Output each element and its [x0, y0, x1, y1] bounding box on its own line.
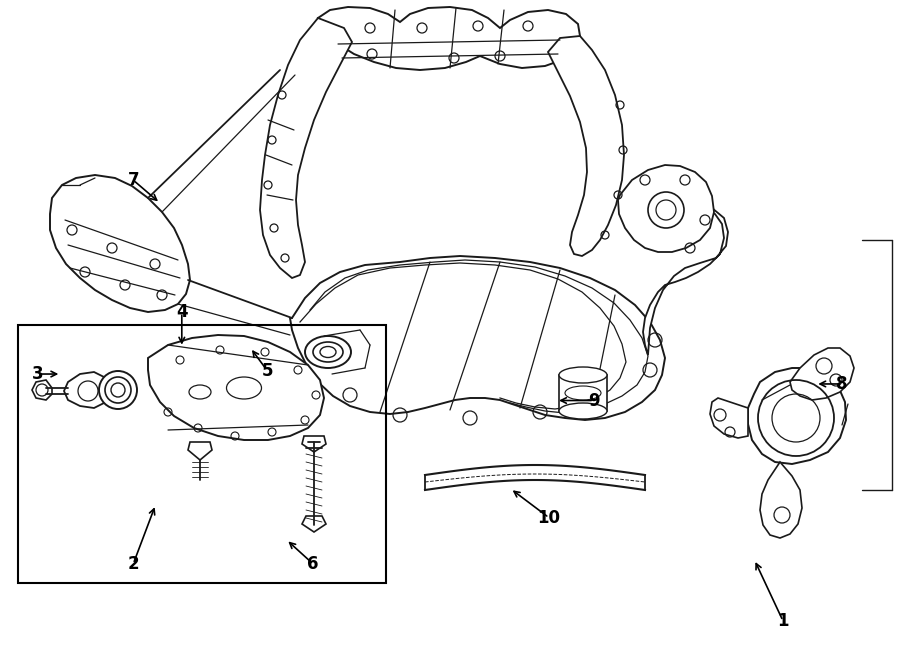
Polygon shape: [260, 18, 352, 278]
Text: 8: 8: [836, 375, 847, 393]
Polygon shape: [148, 335, 324, 440]
Bar: [559, 375, 607, 411]
Ellipse shape: [227, 377, 262, 399]
Polygon shape: [50, 175, 190, 312]
Polygon shape: [548, 36, 624, 256]
Text: 9: 9: [589, 391, 599, 410]
Polygon shape: [32, 380, 52, 400]
Polygon shape: [302, 516, 326, 532]
Ellipse shape: [189, 385, 211, 399]
Polygon shape: [64, 372, 110, 408]
Polygon shape: [710, 398, 748, 438]
Polygon shape: [643, 204, 728, 355]
Polygon shape: [302, 436, 326, 452]
Ellipse shape: [99, 371, 137, 409]
Text: 5: 5: [262, 361, 273, 380]
Text: 6: 6: [308, 555, 319, 573]
Text: 10: 10: [537, 508, 561, 527]
Polygon shape: [760, 462, 802, 538]
Polygon shape: [318, 7, 580, 70]
Ellipse shape: [559, 367, 607, 383]
Text: 4: 4: [176, 303, 187, 322]
Text: 3: 3: [32, 365, 43, 383]
Polygon shape: [748, 368, 846, 464]
Bar: [18, 325, 386, 583]
Polygon shape: [618, 165, 714, 252]
Polygon shape: [790, 348, 854, 400]
Polygon shape: [290, 256, 665, 420]
Polygon shape: [188, 442, 212, 460]
Ellipse shape: [313, 342, 343, 362]
Text: 2: 2: [128, 555, 139, 573]
Ellipse shape: [305, 336, 351, 368]
Ellipse shape: [105, 377, 131, 403]
Text: 7: 7: [128, 171, 139, 189]
Ellipse shape: [559, 403, 607, 419]
Text: 1: 1: [778, 612, 788, 630]
